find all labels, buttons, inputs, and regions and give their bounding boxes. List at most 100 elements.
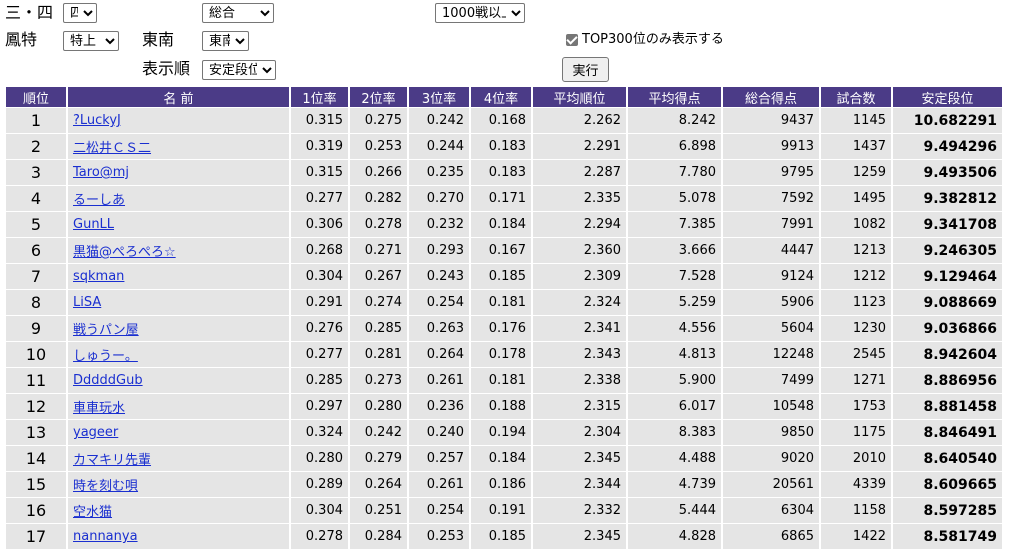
fourth-rate-cell: 0.183 [471, 133, 531, 159]
stable-dan-cell: 8.846491 [893, 419, 1002, 445]
avg-score-cell: 3.666 [628, 237, 721, 263]
second-rate-cell: 0.280 [350, 393, 407, 419]
avg-rank-cell: 2.343 [533, 341, 626, 367]
player-link[interactable]: 車車玩水 [73, 401, 126, 416]
sort-select[interactable]: 安定段位 [202, 60, 276, 80]
player-link[interactable]: GunLL [73, 217, 115, 232]
total-score-cell: 6865 [723, 523, 819, 549]
avg-rank-cell: 2.344 [533, 471, 626, 497]
player-link[interactable]: nannanya [73, 529, 138, 544]
name-cell: 時を刻む唄 [68, 471, 289, 497]
avg-rank-cell: 2.338 [533, 367, 626, 393]
player-link[interactable]: 黒猫@ぺろぺろ☆ [73, 245, 176, 260]
avg-score-cell: 5.900 [628, 367, 721, 393]
stable-dan-cell: 8.581749 [893, 523, 1002, 549]
top300-checkbox[interactable] [566, 34, 578, 46]
fourth-rate-cell: 0.181 [471, 367, 531, 393]
first-rate-cell: 0.280 [291, 445, 348, 471]
third-rate-cell: 0.257 [409, 445, 469, 471]
first-rate-cell: 0.315 [291, 159, 348, 185]
stable-dan-cell: 8.609665 [893, 471, 1002, 497]
table-row: 4 るーしあ 0.277 0.282 0.270 0.171 2.335 5.078 7592 1… [6, 185, 1002, 211]
fourth-rate-cell: 0.181 [471, 289, 531, 315]
column-header: 名 前 [68, 87, 289, 107]
rank-cell: 4 [6, 185, 66, 211]
third-rate-cell: 0.243 [409, 263, 469, 289]
avg-score-cell: 7.528 [628, 263, 721, 289]
table-row: 10 しゅうー。 0.277 0.281 0.264 0.178 2.343 4.813 122… [6, 341, 1002, 367]
avg-rank-cell: 2.335 [533, 185, 626, 211]
total-score-cell: 9124 [723, 263, 819, 289]
avg-rank-cell: 2.291 [533, 133, 626, 159]
third-rate-cell: 0.270 [409, 185, 469, 211]
total-score-cell: 7592 [723, 185, 819, 211]
player-link[interactable]: 戦うパン屋 [73, 323, 139, 338]
avg-rank-cell: 2.360 [533, 237, 626, 263]
player-link[interactable]: Taro@mj [73, 165, 130, 180]
avg-rank-cell: 2.309 [533, 263, 626, 289]
first-rate-cell: 0.304 [291, 263, 348, 289]
total-score-cell: 9913 [723, 133, 819, 159]
first-rate-cell: 0.319 [291, 133, 348, 159]
second-rate-cell: 0.279 [350, 445, 407, 471]
stable-dan-cell: 9.129464 [893, 263, 1002, 289]
second-rate-cell: 0.275 [350, 107, 407, 133]
player-link[interactable]: ?LuckyJ [73, 113, 121, 128]
rank-cell: 1 [6, 107, 66, 133]
games-cell: 4339 [821, 471, 891, 497]
avg-rank-cell: 2.294 [533, 211, 626, 237]
avg-score-cell: 7.385 [628, 211, 721, 237]
column-header: 総合得点 [723, 87, 819, 107]
player-link[interactable]: 時を刻む唄 [73, 479, 139, 494]
ranking-table: 順位名 前 1位率 2位率 3位率 4位率 平均順位 平均得点 総合得点 試合数 安定段位 1 ?L… [4, 87, 1004, 549]
rank-cell: 11 [6, 367, 66, 393]
category-select[interactable]: 総合 [202, 3, 274, 23]
stable-dan-cell: 9.088669 [893, 289, 1002, 315]
room-select[interactable]: 特上 [63, 31, 119, 51]
rank-cell: 12 [6, 393, 66, 419]
player-link[interactable]: yageer [73, 425, 119, 440]
third-rate-cell: 0.244 [409, 133, 469, 159]
player-link[interactable]: るーしあ [73, 193, 126, 208]
second-rate-cell: 0.264 [350, 471, 407, 497]
first-rate-cell: 0.278 [291, 523, 348, 549]
second-rate-cell: 0.274 [350, 289, 407, 315]
avg-score-cell: 7.780 [628, 159, 721, 185]
player-link[interactable]: 二松井ＣＳ二 [73, 141, 152, 156]
first-rate-cell: 0.268 [291, 237, 348, 263]
name-cell: 戦うパン屋 [68, 315, 289, 341]
top300-checkbox-row[interactable]: TOP300位のみ表示する [566, 31, 724, 49]
player-link[interactable]: しゅうー。 [73, 349, 138, 364]
name-cell: 車車玩水 [68, 393, 289, 419]
fourth-rate-cell: 0.185 [471, 263, 531, 289]
first-rate-cell: 0.289 [291, 471, 348, 497]
games-cell: 1212 [821, 263, 891, 289]
games-cell: 2545 [821, 341, 891, 367]
games-cell: 2010 [821, 445, 891, 471]
avg-score-cell: 5.444 [628, 497, 721, 523]
total-score-cell: 4447 [723, 237, 819, 263]
avg-rank-cell: 2.315 [533, 393, 626, 419]
total-score-cell: 12248 [723, 341, 819, 367]
second-rate-cell: 0.273 [350, 367, 407, 393]
table-row: 2 二松井ＣＳ二 0.319 0.253 0.244 0.183 2.291 6.898 991… [6, 133, 1002, 159]
run-button[interactable]: 実行 [562, 57, 609, 82]
games-min-select[interactable]: 1000戦以上 [435, 3, 525, 23]
game-type-select[interactable]: 東南 [202, 31, 249, 51]
player-link[interactable]: sqkman [73, 269, 125, 284]
fourth-rate-cell: 0.167 [471, 237, 531, 263]
player-link[interactable]: カマキリ先輩 [73, 453, 152, 468]
fourth-rate-cell: 0.185 [471, 523, 531, 549]
player-link[interactable]: LiSA [73, 295, 102, 310]
player-link[interactable]: DddddGub [73, 373, 143, 388]
rank-cell: 13 [6, 419, 66, 445]
second-rate-cell: 0.284 [350, 523, 407, 549]
first-rate-cell: 0.297 [291, 393, 348, 419]
player-link[interactable]: 空水猫 [73, 505, 113, 520]
players-select[interactable]: 四 [63, 3, 97, 23]
avg-score-cell: 4.828 [628, 523, 721, 549]
sort-label: 表示順 [142, 59, 191, 78]
stable-dan-cell: 9.036866 [893, 315, 1002, 341]
name-cell: Taro@mj [68, 159, 289, 185]
table-row: 1 ?LuckyJ 0.315 0.275 0.242 0.168 2.262 8.242 94… [6, 107, 1002, 133]
